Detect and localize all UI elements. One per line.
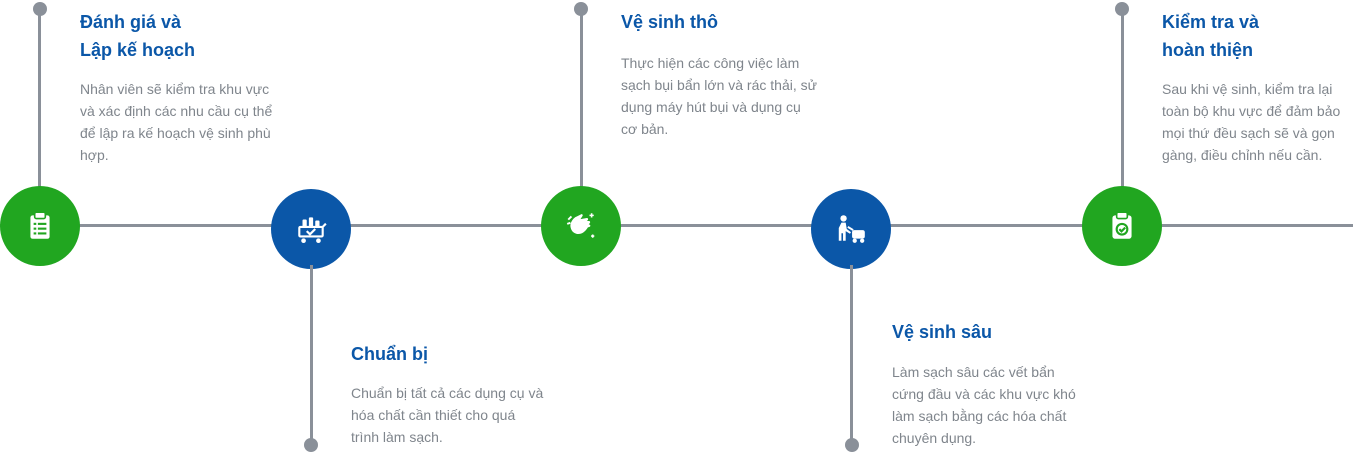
step-1-title-line1: Đánh giá và xyxy=(80,12,182,32)
step-5-description: Sau khi vệ sinh, kiểm tra lại toàn bộ kh… xyxy=(1162,81,1341,163)
step-2-connector xyxy=(310,265,313,445)
step-2-endpoint xyxy=(304,438,318,452)
step-5-title: Kiểm tra và hoàn thiện xyxy=(1162,8,1259,64)
step-4-description: Làm sạch sâu các vết bẩn cứng đầu và các… xyxy=(892,364,1076,446)
step-2-title-line1: Chuẩn bị xyxy=(351,344,428,364)
step-4-node xyxy=(811,189,891,269)
step-5-connector xyxy=(1121,8,1124,190)
step-3-title-line1: Vệ sinh thô xyxy=(621,12,719,32)
step-1-connector xyxy=(38,8,41,190)
step-3-connector xyxy=(580,8,583,190)
step-5-title-line2: hoàn thiện xyxy=(1162,40,1253,60)
step-1-description: Nhân viên sẽ kiểm tra khu vực và xác địn… xyxy=(80,81,273,163)
clipboard-check-icon xyxy=(1112,211,1132,239)
step-2-title: Chuẩn bị xyxy=(351,340,428,368)
step-2-node xyxy=(271,189,351,269)
step-1-node xyxy=(0,186,80,266)
step-1-title-line2: Lập kế hoạch xyxy=(80,40,196,60)
timeline-axis xyxy=(0,224,1353,227)
floor-scrubber-icon xyxy=(838,215,865,243)
step-3-title: Vệ sinh thô xyxy=(621,8,718,36)
step-4-title-line1: Vệ sinh sâu xyxy=(892,322,993,342)
step-5-title-line1: Kiểm tra và xyxy=(1162,12,1260,32)
step-1-title: Đánh giá và Lập kế hoạch xyxy=(80,8,195,64)
step-4-endpoint xyxy=(845,438,859,452)
step-2-description: Chuẩn bị tất cả các dụng cụ và hóa chất … xyxy=(351,385,544,445)
step-1-endpoint xyxy=(33,2,47,16)
clipboard-list-icon xyxy=(30,211,50,239)
step-5-endpoint xyxy=(1115,2,1129,16)
step-4-connector xyxy=(850,265,853,445)
step-4-title: Vệ sinh sâu xyxy=(892,318,992,346)
step-3-description: Thực hiện các công việc làm sạch bụi bẩn… xyxy=(621,55,817,137)
step-5-node xyxy=(1082,186,1162,266)
washing-hands-icon xyxy=(566,213,595,238)
cleaning-cart-icon xyxy=(298,217,327,244)
step-3-endpoint xyxy=(574,2,588,16)
step-3-node xyxy=(541,186,621,266)
